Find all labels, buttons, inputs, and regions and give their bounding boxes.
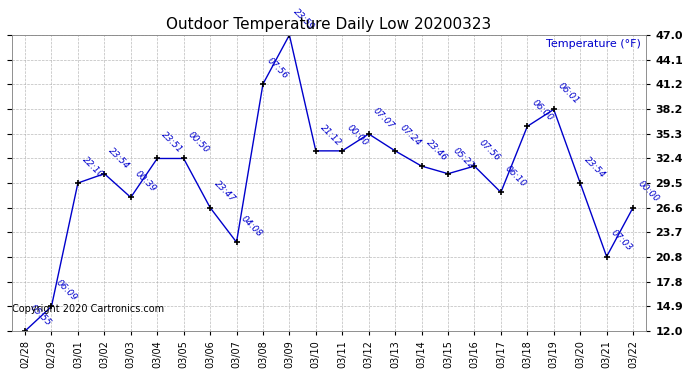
Text: 07:07: 07:07 (371, 106, 396, 130)
Text: 23:54: 23:54 (107, 146, 132, 170)
Text: 05:22: 05:22 (451, 146, 475, 170)
Text: 21:12: 21:12 (319, 123, 343, 147)
Text: 06:09: 06:09 (54, 278, 79, 303)
Text: Copyright 2020 Cartronics.com: Copyright 2020 Cartronics.com (12, 304, 164, 314)
Text: 00:50: 00:50 (186, 130, 211, 155)
Text: 23:54: 23:54 (583, 155, 608, 180)
Text: 23:46: 23:46 (424, 138, 449, 163)
Text: 00:00: 00:00 (635, 179, 660, 204)
Text: 00:39: 00:39 (133, 169, 158, 194)
Text: 05:55: 05:55 (28, 303, 52, 328)
Text: 07:24: 07:24 (397, 123, 422, 147)
Text: 04:08: 04:08 (239, 214, 264, 239)
Text: 07:03: 07:03 (609, 228, 634, 253)
Text: 23:51: 23:51 (160, 130, 185, 155)
Text: 23:59: 23:59 (292, 7, 317, 32)
Text: 22:10: 22:10 (81, 155, 106, 180)
Text: 06:01: 06:01 (556, 81, 581, 106)
Text: Temperature (°F): Temperature (°F) (546, 39, 641, 49)
Text: 23:47: 23:47 (213, 179, 237, 204)
Text: 06:00: 06:00 (530, 98, 555, 123)
Text: 07:56: 07:56 (477, 138, 502, 163)
Text: 00:00: 00:00 (345, 123, 370, 147)
Text: 06:10: 06:10 (504, 164, 529, 189)
Title: Outdoor Temperature Daily Low 20200323: Outdoor Temperature Daily Low 20200323 (166, 18, 492, 33)
Text: 07:56: 07:56 (266, 56, 290, 81)
